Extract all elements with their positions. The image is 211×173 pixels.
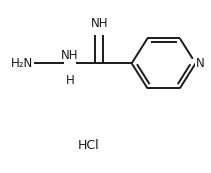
Text: NH: NH	[61, 49, 79, 62]
Text: HCl: HCl	[78, 139, 100, 152]
Text: N: N	[196, 57, 204, 70]
Text: NH: NH	[91, 17, 108, 30]
Text: H: H	[65, 74, 74, 87]
Text: H₂N: H₂N	[11, 57, 33, 70]
